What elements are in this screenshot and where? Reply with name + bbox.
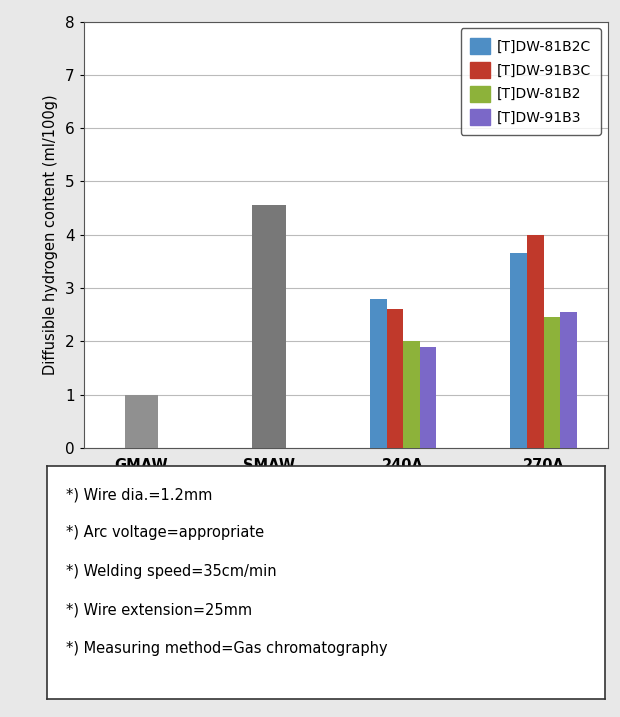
- Y-axis label: Diffusible hydrogen content (ml/100g): Diffusible hydrogen content (ml/100g): [43, 95, 58, 375]
- Text: *) Wire extension=25mm: *) Wire extension=25mm: [66, 602, 252, 617]
- Bar: [403, 341, 420, 448]
- Bar: [560, 312, 577, 448]
- Bar: [125, 395, 158, 448]
- Text: *) Wire dia.=1.2mm: *) Wire dia.=1.2mm: [66, 487, 213, 502]
- Text: *) Arc voltage=appropriate: *) Arc voltage=appropriate: [66, 526, 264, 541]
- Bar: [420, 347, 436, 448]
- Bar: [527, 235, 544, 448]
- Text: *) Measuring method=Gas chromatography: *) Measuring method=Gas chromatography: [66, 641, 388, 656]
- Bar: [370, 299, 386, 448]
- Bar: [510, 254, 527, 448]
- Bar: [544, 318, 560, 448]
- Bar: [386, 310, 403, 448]
- Bar: [252, 206, 286, 448]
- Text: *) Welding speed=35cm/min: *) Welding speed=35cm/min: [66, 564, 277, 579]
- Legend: [T]DW-81B2C, [T]DW-91B3C, [T]DW-81B2, [T]DW-91B3: [T]DW-81B2C, [T]DW-91B3C, [T]DW-81B2, [T…: [461, 29, 601, 135]
